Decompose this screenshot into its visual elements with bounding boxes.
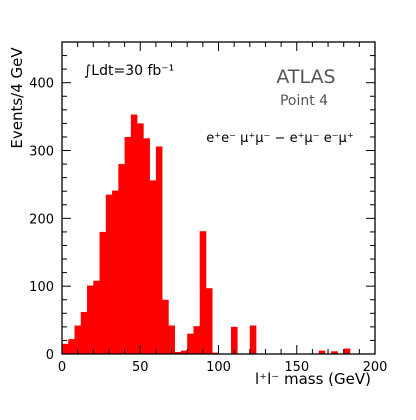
histogram-bar <box>99 231 107 354</box>
histogram-bar <box>62 343 69 354</box>
y-tick-label: 300 <box>29 145 54 160</box>
y-tick-label: 400 <box>29 77 54 92</box>
histogram-bar <box>343 348 351 354</box>
histogram-bar <box>80 311 88 354</box>
y-tick-label: 200 <box>29 212 54 227</box>
histogram-bar <box>143 138 150 354</box>
x-axis-label: l⁺l⁻ mass (GeV) <box>255 370 371 388</box>
x-tick-label: 0 <box>58 360 66 375</box>
histogram-bar <box>68 339 75 354</box>
histogram-bar <box>74 325 82 354</box>
luminosity-annotation: ∫Ldt=30 fb⁻¹ <box>84 63 174 79</box>
histogram-bar <box>149 180 157 354</box>
histogram-bar <box>205 288 213 354</box>
x-tick-label: 50 <box>132 360 149 375</box>
x-tick-label: 150 <box>284 360 309 375</box>
bars-layer <box>62 114 351 354</box>
histogram-bar <box>318 350 326 354</box>
tick-labels-layer: 0 50 100 150 200 0 100 200 300 400 <box>29 77 387 375</box>
x-tick-label: 100 <box>206 360 231 375</box>
histogram-bar <box>137 123 144 354</box>
histogram-bar <box>249 325 257 354</box>
histogram-bar <box>87 285 94 354</box>
histogram-bar <box>105 194 113 354</box>
histogram-bar <box>124 136 132 354</box>
histogram-bar <box>155 146 163 354</box>
histogram-bar <box>187 333 194 354</box>
histogram-bar <box>212 352 219 354</box>
histogram-bar <box>199 231 207 354</box>
histogram-bar <box>162 299 169 354</box>
histogram-bar <box>130 114 138 354</box>
x-tick-label: 200 <box>363 360 388 375</box>
point-label: Point 4 <box>280 93 328 109</box>
y-axis-label: Events/4 GeV <box>8 47 26 149</box>
ticks-layer <box>61 41 376 355</box>
experiment-label: ATLAS <box>276 66 335 88</box>
y-tick-label: 100 <box>29 280 54 295</box>
histogram-bar <box>193 326 201 354</box>
y-tick-label: 0 <box>46 348 54 363</box>
histogram-bar <box>231 326 238 354</box>
histogram-bar <box>112 190 119 354</box>
histogram-bar <box>331 351 338 354</box>
histogram-bar <box>168 325 175 354</box>
histogram-bar <box>174 351 182 354</box>
histogram-bar <box>118 164 125 354</box>
channels-annotation: e⁺e⁻ μ⁺μ⁻ − e⁺μ⁻ e⁻μ⁺ <box>206 131 353 146</box>
histogram-bar <box>180 350 188 354</box>
histogram-bar <box>93 280 100 354</box>
